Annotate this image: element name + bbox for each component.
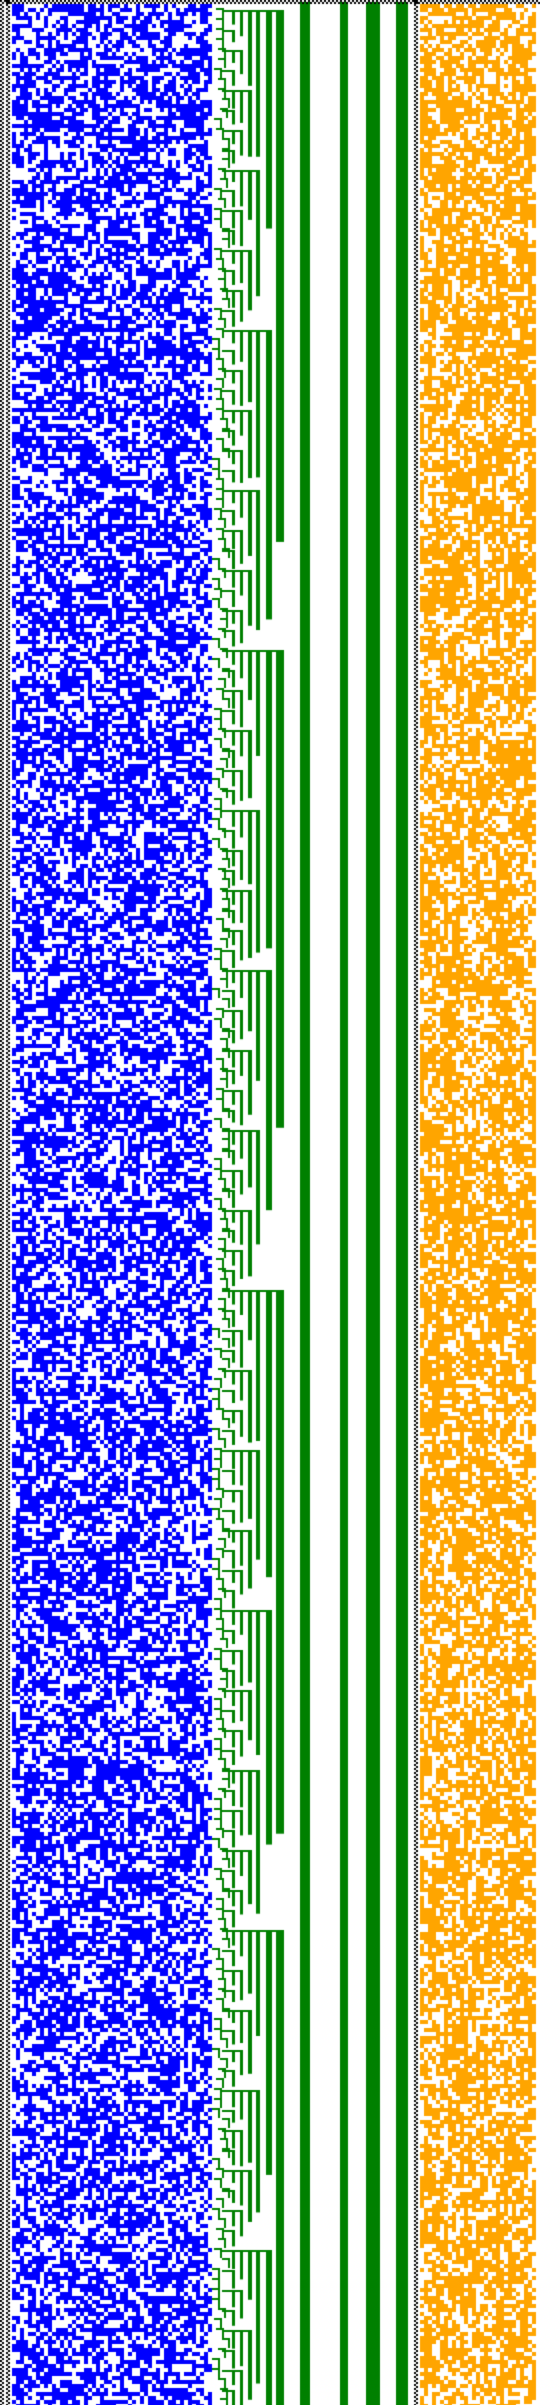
left-bit-grid-panel: [0, 0, 215, 2405]
right-bit-grid-panel: [415, 0, 540, 2405]
binary-tree-panel: [215, 0, 415, 2405]
